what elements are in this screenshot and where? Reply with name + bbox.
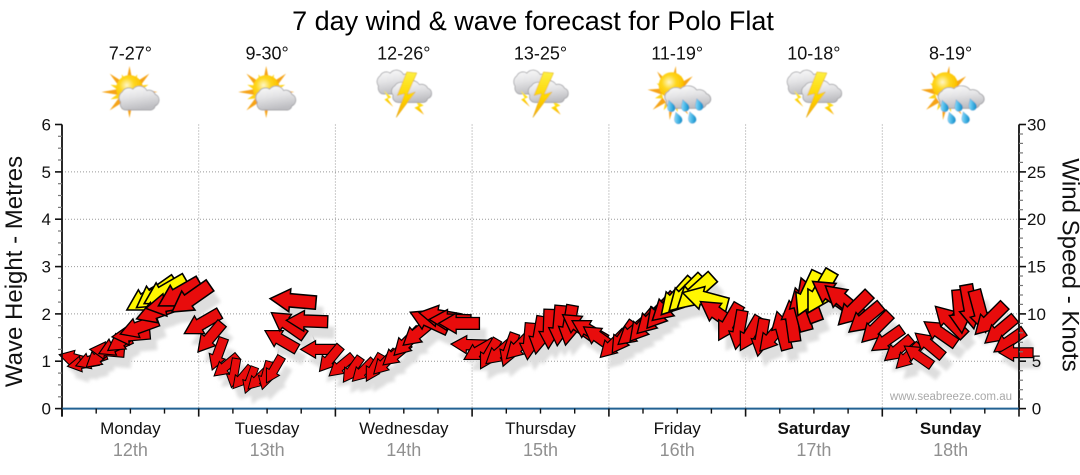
svg-text:15th: 15th <box>523 440 558 460</box>
svg-text:Friday: Friday <box>654 419 702 438</box>
svg-text:25: 25 <box>1027 163 1046 182</box>
svg-text:Thursday: Thursday <box>505 419 576 438</box>
svg-text:6: 6 <box>42 116 51 135</box>
svg-text:13-25°: 13-25° <box>514 44 567 64</box>
svg-text:15: 15 <box>1027 258 1046 277</box>
svg-text:17th: 17th <box>796 440 831 460</box>
svg-text:0: 0 <box>1032 400 1041 419</box>
svg-text:Monday: Monday <box>100 419 161 438</box>
svg-text:14th: 14th <box>386 440 421 460</box>
svg-text:www.seabreeze.com.au: www.seabreeze.com.au <box>889 391 1012 403</box>
svg-text:Wind Speed - Knots: Wind Speed - Knots <box>1057 158 1080 371</box>
svg-text:13th: 13th <box>250 440 285 460</box>
svg-text:3: 3 <box>42 258 51 277</box>
svg-text:30: 30 <box>1027 116 1046 135</box>
svg-text:7 day wind & wave forecast for: 7 day wind & wave forecast for Polo Flat <box>292 6 774 36</box>
svg-text:5: 5 <box>42 163 51 182</box>
svg-text:Tuesday: Tuesday <box>235 419 300 438</box>
svg-text:2: 2 <box>42 305 51 324</box>
svg-text:5: 5 <box>1032 352 1041 371</box>
svg-text:8-19°: 8-19° <box>929 44 972 64</box>
svg-text:4: 4 <box>42 210 51 229</box>
svg-text:16th: 16th <box>660 440 695 460</box>
svg-text:Sunday: Sunday <box>920 419 982 438</box>
svg-text:18th: 18th <box>933 440 968 460</box>
svg-text:12th: 12th <box>113 440 148 460</box>
svg-text:9-30°: 9-30° <box>245 44 288 64</box>
svg-text:0: 0 <box>42 400 51 419</box>
svg-text:1: 1 <box>42 352 51 371</box>
svg-text:11-19°: 11-19° <box>651 44 703 64</box>
svg-text:Saturday: Saturday <box>778 419 851 438</box>
svg-text:Wave Height - Metres: Wave Height - Metres <box>1 156 28 387</box>
svg-text:12-26°: 12-26° <box>377 44 430 64</box>
svg-text:10-18°: 10-18° <box>787 44 840 64</box>
svg-text:10: 10 <box>1027 305 1046 324</box>
svg-text:7-27°: 7-27° <box>109 44 152 64</box>
svg-text:Wednesday: Wednesday <box>359 419 449 438</box>
svg-text:20: 20 <box>1027 210 1046 229</box>
